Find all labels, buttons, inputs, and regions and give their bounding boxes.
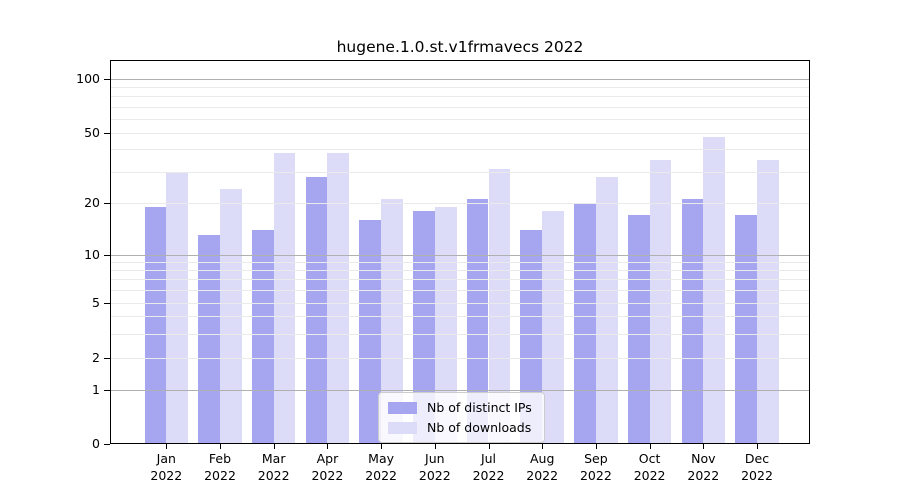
x-tick-label-mar: Mar 2022 — [257, 451, 290, 483]
x-tick-sep — [595, 444, 597, 449]
legend-swatch-downloads — [388, 421, 417, 434]
x-tick-label-apr: Apr 2022 — [311, 451, 344, 483]
legend: Nb of distinct IPs Nb of downloads — [378, 392, 545, 443]
y-tick-label-10: 10 — [84, 247, 100, 262]
y-tick-label-0: 0 — [92, 435, 100, 451]
bar-downloads-aug — [542, 210, 564, 443]
bar-ips-apr — [305, 176, 328, 443]
y-tick-1 — [104, 390, 110, 391]
bars-layer — [111, 61, 809, 443]
bar-downloads-jan — [166, 171, 189, 443]
x-tick-label-dec: Dec 2022 — [741, 451, 773, 483]
y-tick-10 — [104, 255, 110, 256]
bar-downloads-nov — [703, 137, 726, 443]
x-tick-apr — [327, 444, 329, 449]
x-tick-label-jul: Jul 2022 — [472, 451, 505, 483]
bar-ips-sep — [574, 202, 596, 443]
legend-item-distinct-ips: Nb of distinct IPs — [388, 399, 532, 416]
x-tick-oct — [649, 444, 651, 449]
y-tick-label-50: 50 — [84, 125, 100, 140]
y-tick-label-20: 20 — [84, 194, 100, 210]
bar-ips-may — [359, 219, 382, 443]
bar-ips-jan — [144, 206, 167, 443]
legend-swatch-distinct-ips — [388, 401, 417, 414]
x-tick-label-may: May 2022 — [365, 451, 397, 483]
x-tick-jun — [434, 444, 436, 449]
bar-downloads-mar — [273, 153, 296, 443]
bar-downloads-dec — [757, 159, 779, 443]
x-tick-label-oct: Oct 2022 — [633, 451, 666, 483]
bar-ips-aug — [520, 229, 543, 443]
x-tick-jul — [488, 444, 490, 449]
y-tick-50 — [104, 133, 110, 134]
bar-downloads-sep — [595, 176, 618, 443]
x-tick-label-nov: Nov 2022 — [687, 451, 720, 483]
bar-ips-mar — [251, 229, 274, 443]
bar-downloads-may — [381, 198, 403, 443]
x-tick-may — [381, 444, 383, 449]
x-tick-label-aug: Aug 2022 — [526, 451, 559, 483]
bar-downloads-feb — [220, 188, 242, 443]
x-tick-label-jun: Jun 2022 — [418, 451, 451, 483]
y-tick-label-100: 100 — [76, 71, 100, 86]
x-tick-jan — [166, 444, 168, 449]
bar-downloads-apr — [327, 153, 350, 443]
x-tick-label-jan: Jan 2022 — [150, 451, 183, 483]
y-tick-label-5: 5 — [92, 294, 100, 310]
legend-item-downloads: Nb of downloads — [388, 419, 532, 436]
x-tick-label-sep: Sep 2022 — [579, 451, 612, 483]
legend-label-downloads: Nb of downloads — [427, 420, 532, 435]
x-tick-mar — [273, 444, 275, 449]
y-tick-5 — [104, 302, 110, 304]
bar-ips-nov — [681, 198, 704, 443]
y-tick-2 — [104, 358, 110, 360]
chart-title: hugene.1.0.st.v1frmavecs 2022 — [336, 38, 584, 56]
bar-downloads-jun — [434, 206, 457, 443]
bar-ips-feb — [198, 235, 220, 443]
x-tick-aug — [542, 444, 544, 449]
bar-ips-dec — [735, 214, 757, 443]
x-tick-feb — [220, 444, 221, 449]
bar-ips-jul — [466, 198, 489, 443]
y-tick-label-2: 2 — [92, 350, 100, 366]
x-tick-dec — [757, 444, 758, 449]
bar-downloads-oct — [649, 159, 672, 443]
y-tick-20 — [104, 202, 110, 204]
y-tick-0 — [104, 443, 110, 445]
bar-downloads-jul — [488, 169, 511, 443]
y-tick-100 — [104, 79, 110, 80]
x-tick-nov — [703, 444, 705, 449]
plot-area — [110, 60, 810, 444]
legend-label-distinct-ips: Nb of distinct IPs — [427, 400, 532, 415]
bar-ips-jun — [413, 210, 435, 443]
y-tick-label-1: 1 — [92, 382, 100, 397]
x-tick-label-feb: Feb 2022 — [204, 451, 236, 483]
bar-ips-oct — [627, 214, 650, 443]
